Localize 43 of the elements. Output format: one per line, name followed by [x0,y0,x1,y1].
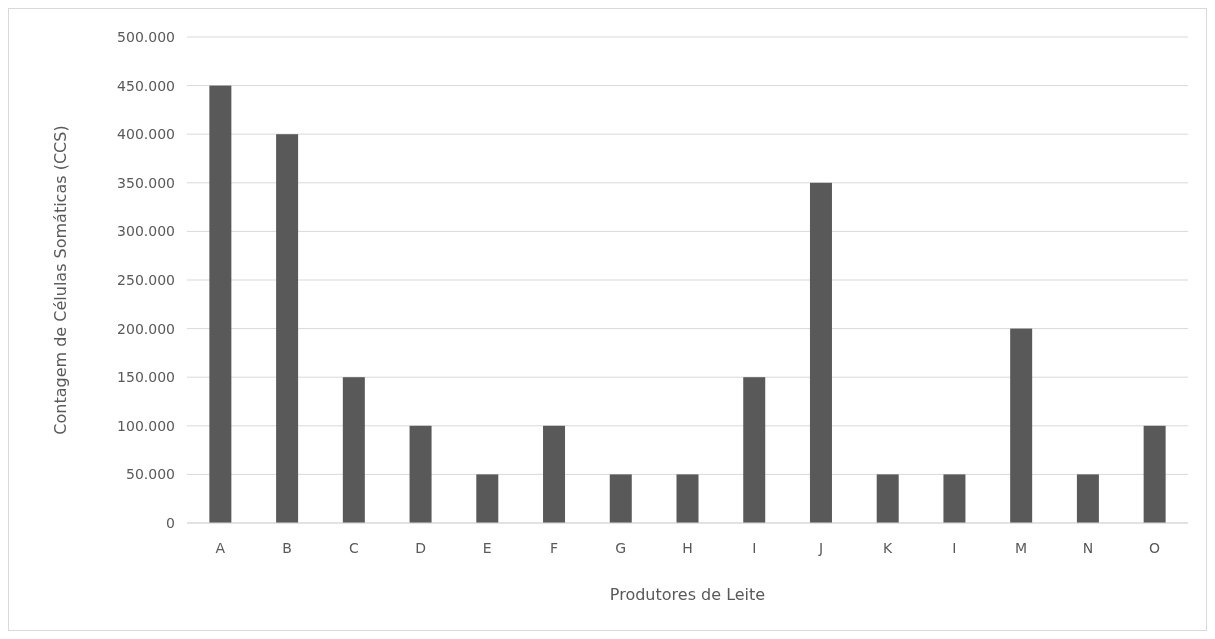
x-tick-label: M [1015,540,1028,556]
y-tick-label: 350.000 [117,174,175,191]
x-tick-label: E [482,540,492,556]
x-tick-label: H [682,540,693,556]
x-tick-label: I [752,540,757,556]
x-tick-label: J [817,540,824,556]
y-tick-label: 50.000 [126,466,175,483]
bar [1143,425,1166,523]
bar [209,85,232,523]
bar [543,425,566,523]
x-axis-title: Produtores de Leite [609,585,766,604]
x-tick-label: O [1149,540,1161,556]
bar [943,474,966,523]
bar [342,377,365,523]
y-axis-title: Contagem de Células Somáticas (CCS) [51,125,70,435]
y-tick-label: 0 [166,514,175,531]
x-tick-label: B [282,540,292,556]
y-tick-label: 100.000 [117,417,175,434]
x-tick-label: N [1082,540,1094,556]
y-tick-label: 200.000 [117,320,175,337]
y-tick-label: 250.000 [117,271,175,288]
bar [1010,328,1033,523]
x-tick-label: A [215,540,226,556]
x-tick-label: K [883,540,894,556]
x-tick-label: F [550,540,559,556]
bar [609,474,632,523]
bar [409,425,432,523]
x-tick-label: G [615,540,627,556]
y-tick-label: 300.000 [117,223,175,240]
bar [876,474,899,523]
bar [809,182,832,523]
bar [276,134,299,523]
y-tick-label: 500.000 [117,28,175,45]
bar [676,474,699,523]
bar [1076,474,1099,523]
y-tick-label: 450.000 [117,77,175,94]
bar [743,377,766,523]
x-tick-label: I [952,540,957,556]
x-tick-label: D [415,540,426,556]
y-tick-label: 150.000 [117,369,175,386]
x-tick-label: C [348,540,359,556]
y-tick-label: 400.000 [117,126,175,143]
bar [476,474,499,523]
